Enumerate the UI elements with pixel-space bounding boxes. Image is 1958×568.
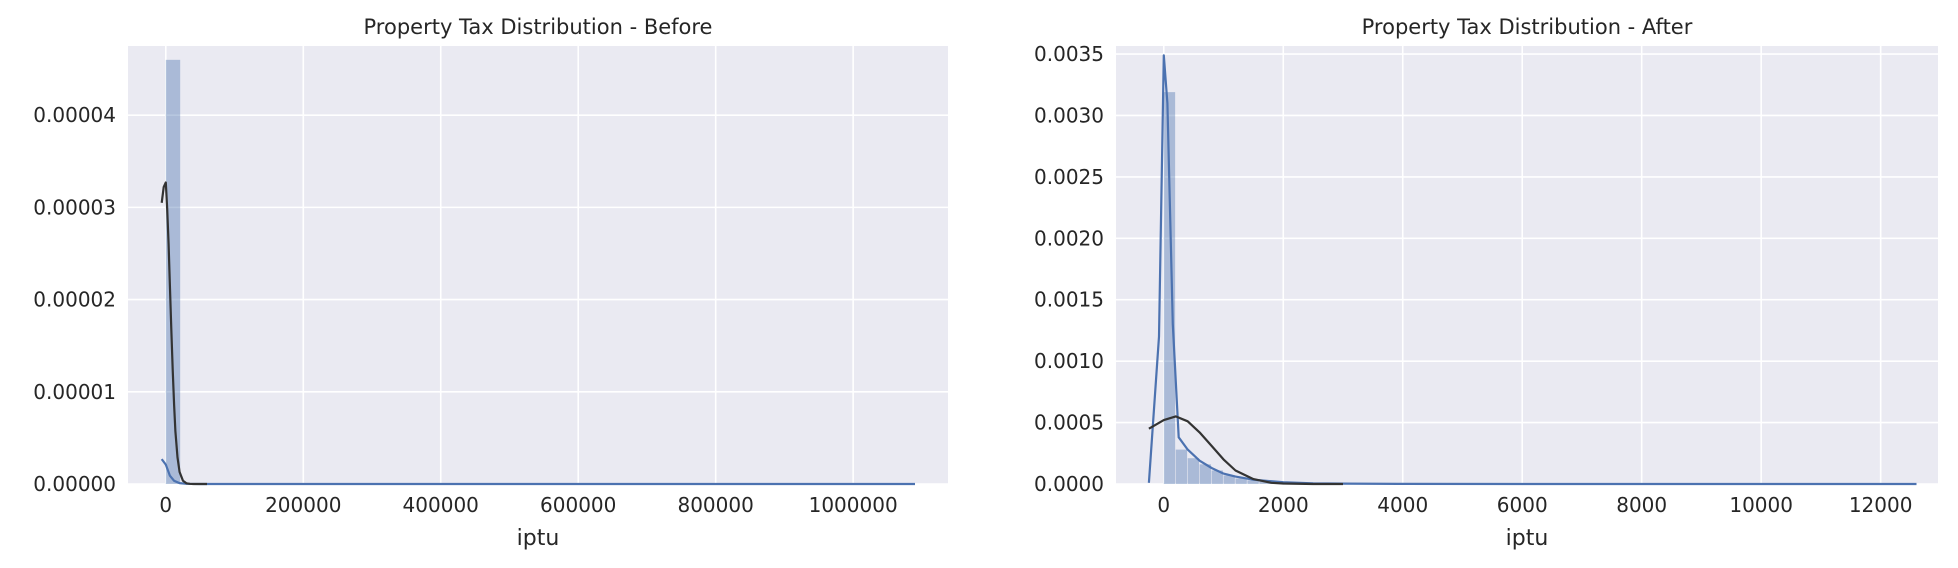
- histogram-bar: [165, 59, 181, 485]
- x-tick-label: 10000: [1729, 493, 1793, 517]
- chart-before: 0 200000 400000 600000 800000 1000000 0.00000…: [33, 15, 948, 551]
- x-tick-label: 6000: [1497, 493, 1548, 517]
- y-tick-label: 0.0035: [1034, 42, 1104, 66]
- histogram-bar: [1259, 481, 1271, 484]
- x-ticks: 0 2000 4000 6000 8000 10000 12000: [1157, 493, 1912, 517]
- histogram-bar: [1211, 470, 1223, 484]
- histogram-bars: [165, 59, 181, 485]
- y-tick-label: 0.0025: [1034, 165, 1104, 189]
- y-tick-label: 0.0000: [1034, 472, 1104, 496]
- histogram-bars: [1163, 92, 1307, 484]
- x-axis-label: iptu: [1506, 526, 1549, 551]
- chart-title: Property Tax Distribution - Before: [364, 15, 713, 39]
- y-tick-label: 0.0020: [1034, 226, 1104, 250]
- x-tick-label: 0: [159, 493, 172, 517]
- y-ticks: 0.0000 0.0005 0.0010 0.0015 0.0020 0.0025 0.00…: [1034, 42, 1104, 496]
- x-tick-label: 600000: [540, 493, 616, 517]
- histogram-bar: [1175, 449, 1188, 484]
- y-tick-label: 0.00000: [33, 472, 116, 496]
- grid: [1116, 46, 1938, 485]
- chart-title: Property Tax Distribution - After: [1362, 15, 1693, 39]
- y-tick-label: 0.00002: [33, 288, 116, 312]
- x-tick-label: 800000: [677, 493, 753, 517]
- histogram-bar: [1163, 92, 1176, 484]
- x-tick-label: 8000: [1616, 493, 1667, 517]
- plot-area: [128, 46, 948, 484]
- histogram-bar: [1199, 464, 1211, 484]
- curves: [160, 181, 915, 486]
- x-tick-label: 4000: [1377, 493, 1428, 517]
- histogram-bar: [1235, 478, 1247, 484]
- x-tick-label: 1000000: [809, 493, 898, 517]
- histogram-bar: [1187, 458, 1200, 484]
- x-tick-label: 0: [1157, 493, 1170, 517]
- y-tick-label: 0.00004: [33, 103, 116, 127]
- x-axis-label: iptu: [517, 526, 560, 551]
- y-ticks: 0.00000 0.00001 0.00002 0.00003 0.00004: [33, 103, 116, 496]
- x-tick-label: 2000: [1258, 493, 1309, 517]
- curves: [1147, 54, 1917, 486]
- y-tick-label: 0.0010: [1034, 349, 1104, 373]
- plot-area: [1116, 46, 1938, 484]
- y-tick-label: 0.0005: [1034, 411, 1104, 435]
- normal-fit-line: [1148, 415, 1343, 486]
- y-tick-label: 0.00003: [33, 195, 116, 219]
- kde-line: [160, 458, 915, 486]
- y-tick-label: 0.0030: [1034, 103, 1104, 127]
- y-tick-label: 0.00001: [33, 380, 116, 404]
- histogram-bar: [1247, 480, 1259, 484]
- chart-after: 0 2000 4000 6000 8000 10000 12000 0.0000 0.0005…: [1034, 15, 1938, 551]
- x-tick-label: 400000: [403, 493, 479, 517]
- normal-fit-line: [160, 181, 207, 486]
- y-tick-label: 0.0015: [1034, 288, 1104, 312]
- kde-line: [1147, 54, 1917, 486]
- x-ticks: 0 200000 400000 600000 800000 1000000: [159, 493, 897, 517]
- x-tick-label: 200000: [265, 493, 341, 517]
- histogram-bar: [1223, 475, 1235, 484]
- x-tick-label: 12000: [1849, 493, 1913, 517]
